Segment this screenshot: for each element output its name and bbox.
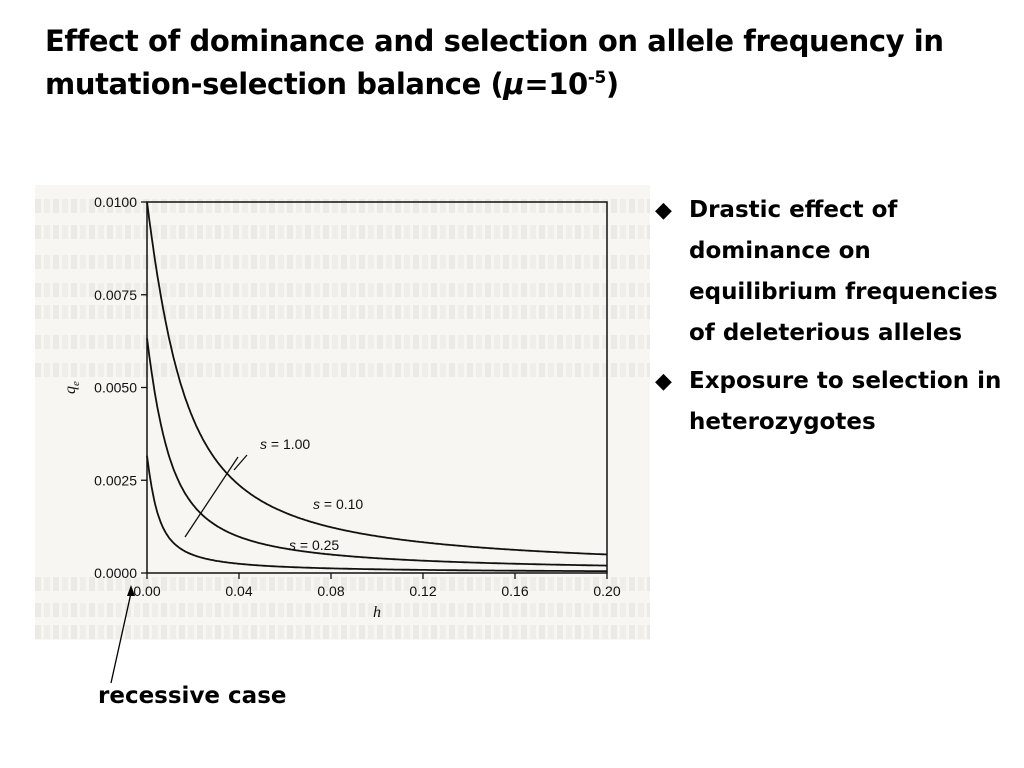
figure-panel: 0.0000 0.0025 0.0050 0.0075 0.0100 0.00 0.04 0.… <box>35 185 650 640</box>
series-line <box>146 338 607 567</box>
x-tick-label: 0.04 <box>225 583 252 599</box>
background-text-line <box>35 305 650 319</box>
bullet-item: ◆ Drastic effect of dominance on equilib… <box>655 190 1015 354</box>
arrow-head <box>127 585 135 596</box>
background-text-line <box>35 577 650 591</box>
annotation-label: recessive case <box>98 683 287 709</box>
slide-title: Effect of dominance and selection on all… <box>45 24 944 101</box>
exponent: -5 <box>587 68 606 88</box>
y-tick-label: 0.0025 <box>94 472 137 488</box>
y-tick-label: 0.0075 <box>94 287 137 303</box>
y-tick-label: 0.0050 <box>94 380 137 396</box>
leader-line <box>184 456 239 538</box>
x-tick-label: 0.12 <box>409 583 436 599</box>
x-tick-label: 0.16 <box>501 583 528 599</box>
x-tick-label: 0.00 <box>133 583 160 599</box>
series-line <box>146 201 608 556</box>
diamond-bullet-icon: ◆ <box>655 369 672 394</box>
series-labels: s = 1.00 s = 0.10 s = 0.25 <box>184 436 363 553</box>
x-tick-label: 0.08 <box>317 583 344 599</box>
y-tick-label: 0.0100 <box>94 194 137 210</box>
bullet-text: Exposure to selection in heterozygotes <box>689 368 1002 435</box>
arrow-line <box>110 592 132 684</box>
bullet-item: ◆ Exposure to selection in heterozygotes <box>655 361 1015 443</box>
background-text-line <box>35 603 650 617</box>
background-text-line <box>35 225 650 239</box>
series-line <box>146 455 607 572</box>
series-group <box>146 201 608 572</box>
chart: 0.0000 0.0025 0.0050 0.0075 0.0100 0.00 0.04 0.… <box>62 194 621 621</box>
series-label: s = 0.25 <box>289 537 339 553</box>
x-tick-label: 0.20 <box>593 583 620 599</box>
background-text-line <box>35 625 650 639</box>
series-label: s = 0.10 <box>313 496 363 512</box>
diamond-bullet-icon: ◆ <box>655 198 672 223</box>
series-label: s = 1.00 <box>260 436 310 452</box>
x-axis-title: h <box>373 604 381 621</box>
leader-line <box>233 454 248 471</box>
bullet-text: Drastic effect of dominance on equilibri… <box>689 197 998 346</box>
bullet-list: ◆ Drastic effect of dominance on equilib… <box>655 190 1015 450</box>
background-text-line <box>35 255 650 269</box>
axes: 0.0000 0.0025 0.0050 0.0075 0.0100 0.00 0.04 0.… <box>62 194 621 621</box>
mu-symbol: μ <box>503 67 525 101</box>
background-text-line <box>35 335 650 349</box>
background-text-line <box>35 363 650 377</box>
y-tick-label: 0.0000 <box>94 565 137 581</box>
background-text-line <box>35 283 650 297</box>
